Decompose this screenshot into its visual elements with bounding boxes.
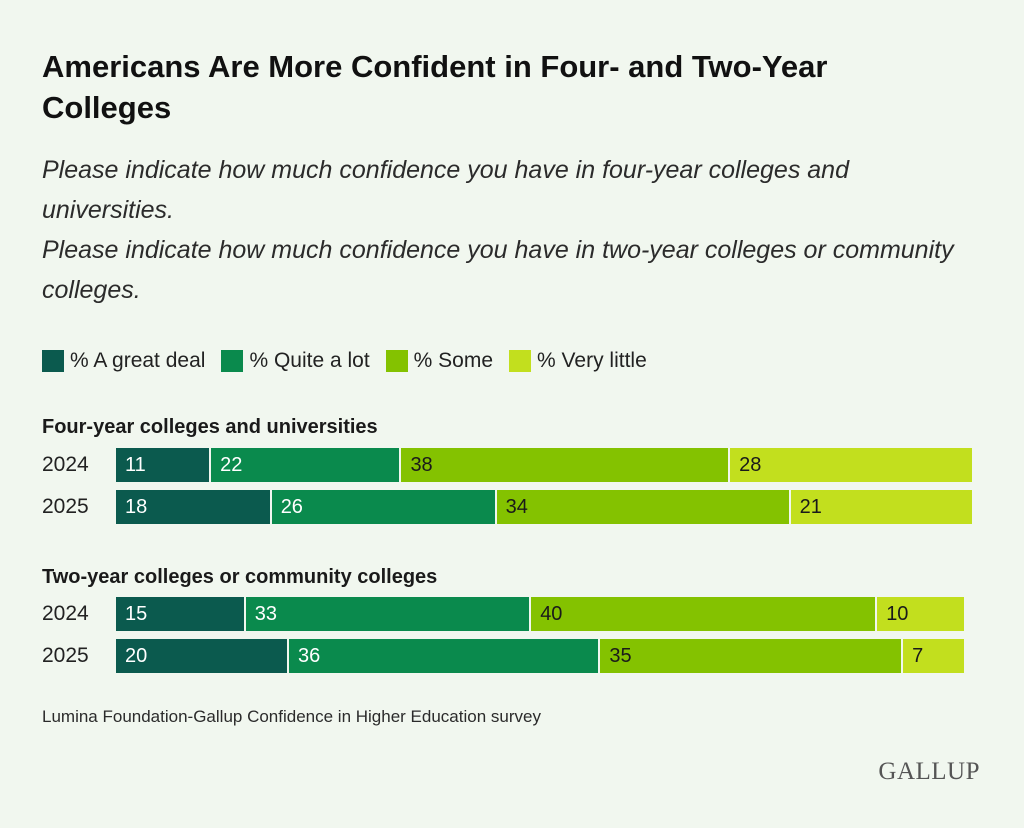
legend: % A great deal % Quite a lot % Some % Ve… [42,346,647,376]
bar-four-year-2025: 18 26 34 21 [116,490,973,524]
year-label-four-year-2024: 2024 [42,453,89,476]
data-label: 15 [125,603,148,625]
legend-swatch-very-little [509,350,532,372]
legend-item-quite-a-lot: % Quite a lot [221,349,370,373]
bar-segment-two-year-2024-quite-a-lot: 33 [245,597,532,631]
bar-segment-four-year-2025-quite-a-lot: 26 [271,490,497,524]
bar-segment-two-year-2025-great-deal: 20 [116,639,289,673]
legend-item-some: % Some [385,349,494,373]
bar-segment-four-year-2024-very-little: 28 [730,448,973,482]
legend-swatch-some [385,350,408,372]
gallup-logo: GALLUP [878,758,980,785]
data-label: 40 [540,603,563,625]
data-label: 22 [220,454,243,476]
subtitle-question-2: Please indicate how much confidence you … [42,236,954,304]
group-label-four-year: Four-year colleges and universities [42,416,378,438]
bar-segment-two-year-2025-very-little: 7 [903,639,964,673]
data-label: 7 [912,645,924,667]
data-label: 33 [254,603,277,625]
bar-segment-two-year-2024-some: 40 [531,597,878,631]
data-label: 21 [799,496,822,518]
bar-segment-two-year-2024-great-deal: 15 [116,597,246,631]
legend-swatch-quite-a-lot [221,350,244,372]
legend-swatch-great-deal [42,350,64,372]
subtitle-question-1: Please indicate how much confidence you … [42,156,849,224]
chart-title: Americans Are More Confident in Four- an… [42,49,828,125]
bar-segment-four-year-2025-great-deal: 18 [116,490,272,524]
data-label: 34 [505,496,528,518]
bar-segment-two-year-2025-some: 35 [600,639,904,673]
legend-label-very-little: % Very little [537,349,647,372]
year-label-two-year-2024: 2024 [42,602,89,625]
data-label: 35 [609,645,632,667]
group-label-two-year: Two-year colleges or community colleges [42,566,438,588]
legend-label-great-deal: % A great deal [70,349,206,372]
data-label: 10 [886,603,909,625]
data-label: 38 [410,454,433,476]
legend-label-quite-a-lot: % Quite a lot [249,349,370,372]
bar-segment-four-year-2024-great-deal: 11 [116,448,212,482]
data-label: 28 [739,454,762,476]
bar-segment-four-year-2025-some: 34 [496,490,791,524]
bar-segment-two-year-2024-very-little: 10 [877,597,964,631]
data-label: 20 [125,645,148,667]
bar-segment-four-year-2024-some: 38 [401,448,731,482]
bar-segment-two-year-2025-quite-a-lot: 36 [289,639,601,673]
bar-segment-four-year-2024-quite-a-lot: 22 [211,448,402,482]
data-label: 18 [125,496,148,518]
data-label: 36 [298,645,321,667]
bar-two-year-2025: 20 36 35 7 [116,639,964,673]
year-label-two-year-2025: 2025 [42,644,89,667]
data-label: 11 [125,454,146,476]
bar-four-year-2024: 11 22 38 28 [116,448,973,482]
source-note: Lumina Foundation-Gallup Confidence in H… [42,707,541,726]
year-label-four-year-2025: 2025 [42,495,89,518]
bar-segment-four-year-2025-very-little: 21 [790,490,973,524]
legend-item-great-deal: % A great deal [42,349,205,373]
bar-two-year-2024: 15 33 40 10 [116,597,964,631]
chart-subtitle: Please indicate how much confidence you … [42,150,962,310]
legend-item-very-little: % Very little [509,349,647,373]
data-label: 26 [280,496,303,518]
legend-label-some: % Some [413,349,494,372]
